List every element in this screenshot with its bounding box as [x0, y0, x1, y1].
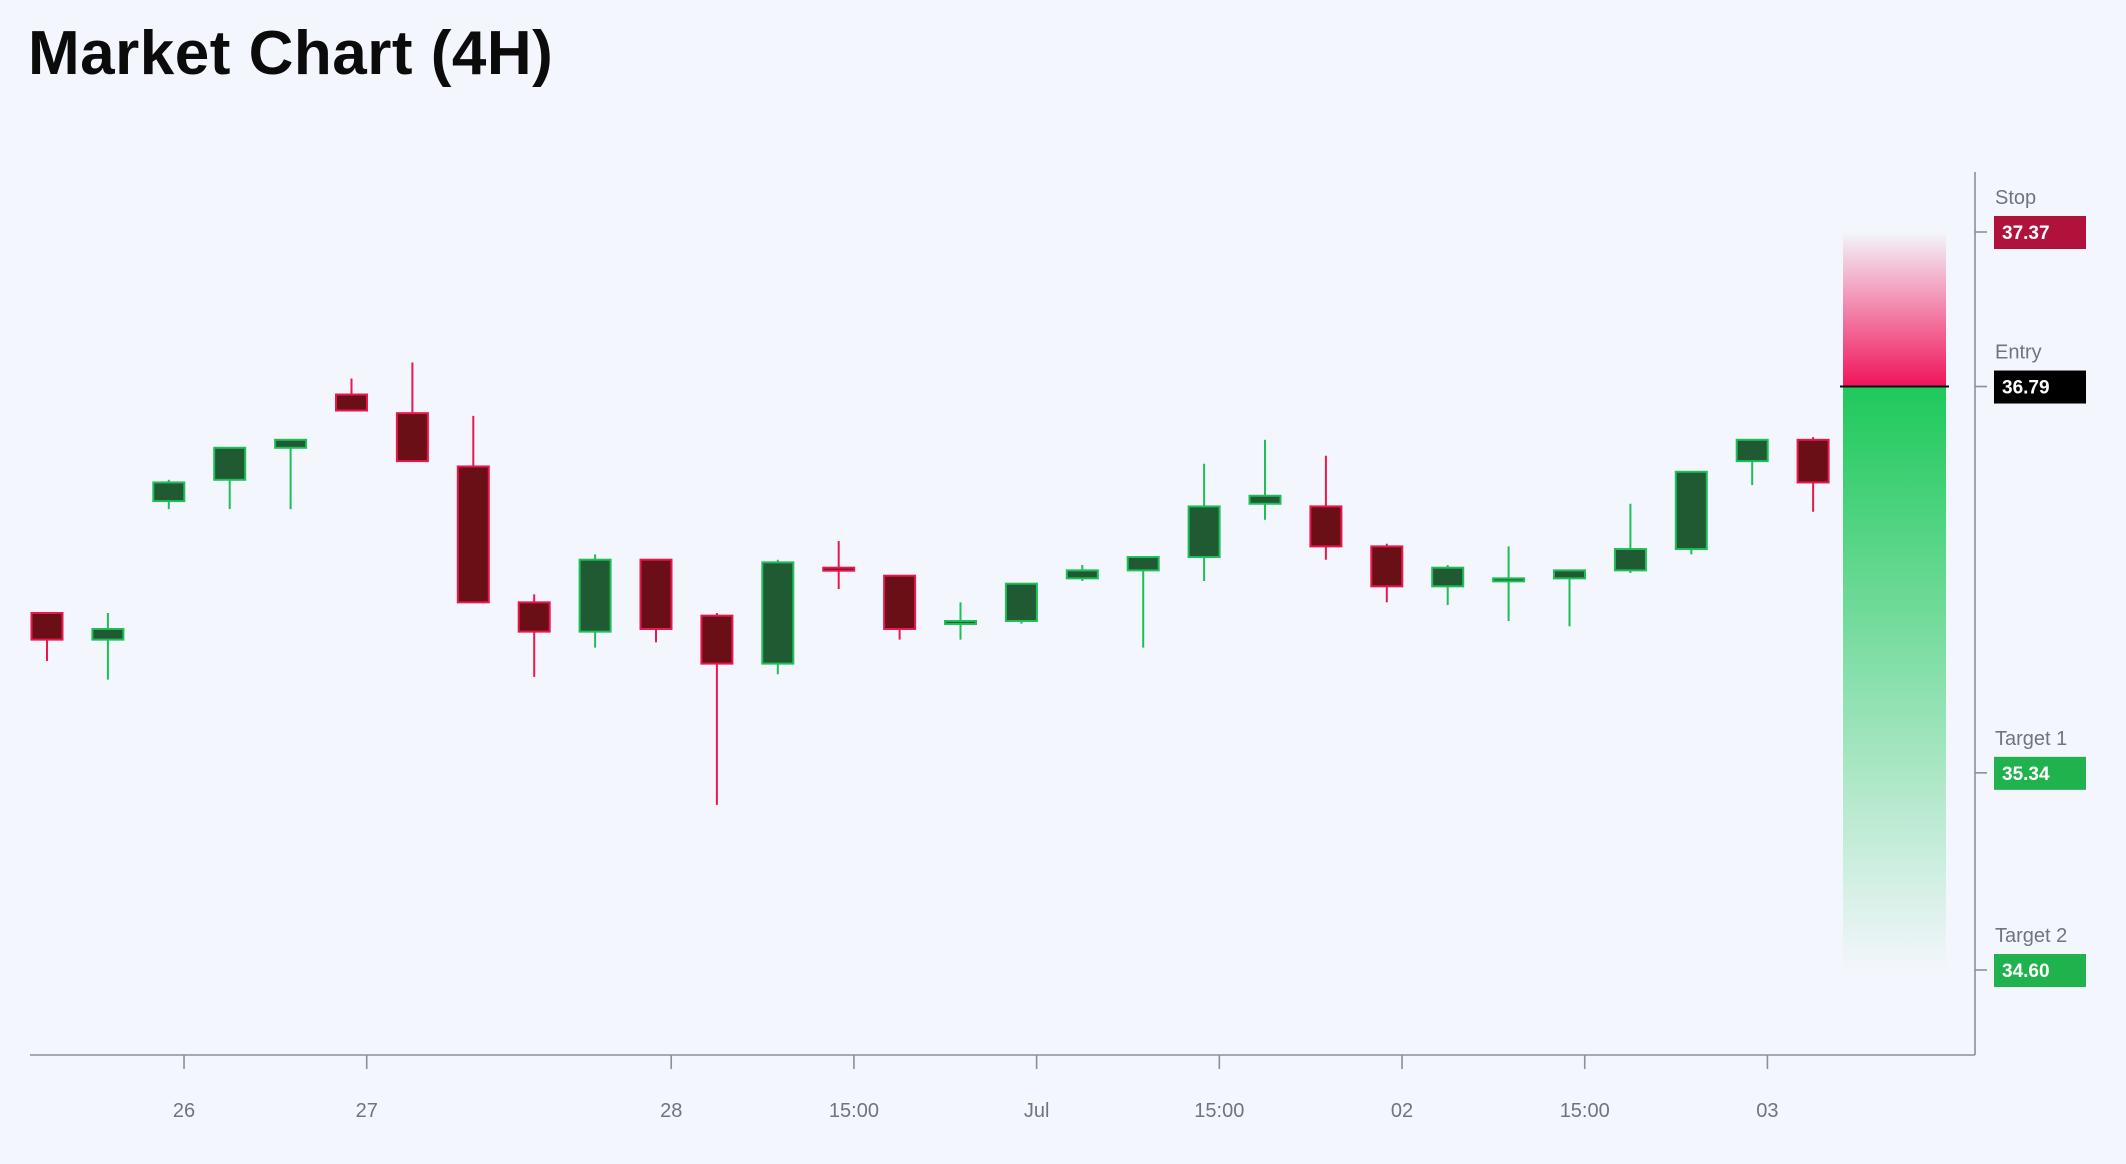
- level-name: Entry: [1995, 342, 2042, 364]
- candle-body: [456, 465, 490, 604]
- level-badge: [1994, 370, 2086, 404]
- level-entry: Entry 36.79: [1975, 342, 2086, 404]
- candle-30: [1796, 437, 1830, 512]
- candle-14: [822, 541, 856, 590]
- candle-body: [700, 614, 734, 665]
- candle-body: [395, 412, 429, 463]
- candle-body: [1735, 438, 1769, 463]
- candle-body: [274, 438, 308, 449]
- candle-11: [639, 558, 673, 643]
- candle-body: [639, 558, 673, 630]
- x-tick-label: 03: [1756, 1100, 1778, 1122]
- candle-body: [335, 393, 368, 412]
- x-tick-label: 28: [660, 1100, 682, 1122]
- x-axis-ticks: 26 27 28 15:00 Jul 15:00 02 15:00 03: [173, 1055, 1779, 1122]
- level-target-1: Target 1 35.34: [1975, 728, 2086, 790]
- candle-8: [456, 415, 490, 604]
- candle-20: [1187, 463, 1221, 582]
- candle-body: [1248, 494, 1282, 505]
- level-value: 35.34: [2002, 764, 2050, 785]
- candle-body: [822, 566, 856, 572]
- level-name: Target 1: [1995, 728, 2067, 750]
- candles: [30, 362, 1830, 805]
- candle-16: [944, 602, 977, 640]
- candle-29: [1735, 438, 1769, 486]
- candle-body: [1674, 470, 1708, 551]
- candle-26: [1553, 569, 1586, 627]
- level-badge: [1994, 216, 2086, 249]
- x-tick-label: 15:00: [829, 1100, 879, 1122]
- candle-body: [152, 481, 186, 503]
- candle-1: [30, 611, 64, 661]
- candle-body: [30, 611, 64, 641]
- candle-body: [1553, 569, 1586, 580]
- level-target-2: Target 2 34.60: [1975, 925, 2086, 987]
- candle-body: [1796, 438, 1830, 484]
- candle-12: [700, 612, 734, 805]
- candle-22: [1309, 455, 1343, 560]
- candle-body: [1126, 556, 1160, 572]
- candle-body: [91, 627, 125, 641]
- level-name: Target 2: [1995, 925, 2067, 947]
- candle-body: [517, 601, 551, 633]
- candle-body: [1492, 577, 1526, 583]
- x-tick-label: 26: [173, 1100, 195, 1122]
- candle-15: [883, 574, 917, 640]
- candle-body: [1370, 545, 1404, 588]
- level-badge: [1994, 954, 2086, 987]
- candle-body: [761, 561, 795, 665]
- candle-body: [213, 446, 247, 481]
- level-value: 36.79: [2002, 378, 2050, 399]
- x-tick-label: 15:00: [1194, 1100, 1244, 1122]
- level-value: 34.60: [2002, 961, 2050, 982]
- candle-body: [1309, 505, 1343, 548]
- candle-19: [1126, 556, 1160, 648]
- chart-title: Market Chart (4H): [28, 19, 554, 88]
- candle-10: [578, 554, 612, 648]
- candle-6: [335, 378, 368, 412]
- candle-4: [213, 446, 247, 510]
- level-stop: Stop 37.37: [1975, 187, 2086, 249]
- candle-body: [1004, 582, 1038, 622]
- candle-23: [1370, 543, 1404, 603]
- x-tick-label: 15:00: [1560, 1100, 1610, 1122]
- axes: [30, 172, 1976, 1056]
- candle-body: [1431, 566, 1465, 588]
- candle-body: [578, 558, 612, 633]
- candle-25: [1492, 546, 1526, 621]
- candle-5: [274, 438, 308, 510]
- level-badge: [1994, 756, 2086, 790]
- x-tick-label: 27: [356, 1100, 378, 1122]
- x-tick-label: Jul: [1024, 1100, 1050, 1122]
- candle-27: [1613, 503, 1647, 574]
- candle-7: [395, 362, 429, 463]
- candle-18: [1065, 565, 1099, 582]
- candle-2: [91, 612, 125, 680]
- price-levels: Stop 37.37 Entry 36.79 Target 1 35.34 Target 2…: [1975, 187, 2086, 987]
- candle-17: [1004, 582, 1038, 624]
- x-tick-label: 02: [1391, 1100, 1413, 1122]
- candle-3: [152, 479, 186, 510]
- candle-body: [1613, 548, 1647, 572]
- candle-21: [1248, 439, 1282, 520]
- candle-9: [517, 594, 551, 677]
- level-value: 37.37: [2002, 223, 2050, 244]
- risk-reward-zones: [1840, 232, 1949, 970]
- candle-body: [1187, 505, 1221, 559]
- candle-24: [1431, 565, 1465, 605]
- candle-13: [761, 559, 795, 675]
- take-profit-zone: [1843, 386, 1946, 970]
- candle-28: [1674, 470, 1708, 555]
- level-name: Stop: [1995, 187, 2036, 209]
- candle-body: [1065, 569, 1099, 580]
- candle-body: [883, 574, 917, 630]
- stop-loss-zone: [1843, 232, 1946, 387]
- candle-body: [944, 619, 977, 625]
